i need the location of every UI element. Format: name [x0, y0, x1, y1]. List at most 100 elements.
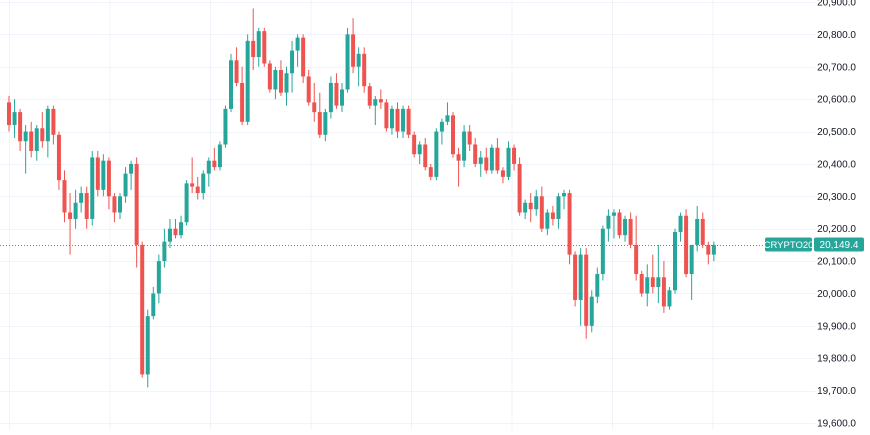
candle	[645, 264, 650, 307]
candle-body	[273, 70, 278, 90]
candle	[550, 206, 555, 226]
candle	[673, 228, 677, 294]
candle-body	[73, 202, 78, 219]
candle	[328, 76, 333, 119]
candle-body	[634, 244, 639, 275]
candle	[212, 147, 217, 171]
candle-body	[645, 277, 650, 294]
candle-body	[489, 147, 494, 171]
candle	[639, 270, 644, 297]
candle-body	[56, 134, 61, 181]
candle	[434, 128, 439, 181]
candle	[234, 47, 239, 87]
candle	[123, 167, 128, 203]
candle	[7, 95, 11, 132]
y-tick-label: 20,300.0	[817, 192, 856, 203]
candle	[140, 241, 145, 378]
candle-body	[317, 112, 322, 135]
candle-body	[356, 53, 361, 67]
candle	[267, 60, 272, 93]
candle	[284, 66, 289, 106]
candle-body	[611, 212, 616, 216]
candle-body	[123, 173, 128, 197]
candle-body	[506, 147, 511, 177]
candle	[290, 40, 295, 93]
candle	[606, 209, 611, 242]
price-axis[interactable]: 19,600.0 19,700.0 19,800.0 19,900.0 20,000.0…	[817, 0, 856, 430]
candle-body	[45, 108, 50, 142]
candle-body	[95, 157, 100, 190]
candle	[650, 254, 655, 294]
candle	[573, 251, 578, 307]
candle	[90, 150, 95, 226]
candle-body	[528, 202, 533, 210]
candle-body	[473, 144, 478, 164]
candles-layer	[7, 8, 716, 388]
candle-body	[439, 121, 444, 132]
candle-body	[290, 50, 295, 74]
candle	[478, 150, 483, 177]
candle	[340, 82, 344, 113]
candle	[428, 163, 433, 181]
candle	[539, 186, 544, 232]
candle	[617, 209, 622, 239]
candle-body	[517, 163, 522, 213]
candle-body	[195, 186, 200, 194]
candle-body	[423, 144, 428, 168]
y-tick-label: 19,900.0	[817, 321, 856, 332]
candle-body	[573, 254, 578, 300]
candle-body	[12, 112, 17, 126]
candle	[206, 157, 211, 187]
candle-body	[345, 34, 350, 90]
candle	[523, 199, 528, 219]
candle	[334, 73, 339, 109]
y-tick-label: 20,900.0	[817, 0, 856, 9]
candle-body	[18, 112, 23, 142]
candle-body	[7, 102, 11, 126]
candle-body	[673, 231, 677, 291]
candle-body	[545, 212, 550, 229]
candle	[273, 66, 278, 100]
candle	[423, 138, 428, 171]
candle-body	[389, 108, 394, 129]
candle-body	[706, 244, 711, 255]
candle	[595, 267, 600, 304]
candle-body	[262, 31, 267, 64]
candle	[262, 27, 267, 67]
candle	[678, 212, 683, 242]
candle	[484, 147, 489, 174]
candle	[661, 261, 666, 313]
candle	[584, 248, 589, 339]
candle-body	[428, 167, 433, 177]
candle-body	[40, 128, 45, 142]
candle-body	[90, 157, 95, 219]
candle	[495, 138, 500, 174]
candle	[345, 27, 350, 93]
candle	[556, 193, 561, 229]
candle	[500, 167, 505, 184]
candle	[517, 157, 522, 216]
candle-body	[700, 218, 705, 245]
candle-body	[406, 108, 411, 135]
candle-body	[628, 218, 633, 245]
y-tick-label: 20,100.0	[817, 257, 856, 268]
candle	[229, 53, 233, 113]
candle	[711, 241, 716, 262]
candle-body	[145, 316, 150, 375]
candle-body	[151, 293, 156, 317]
candle-body	[140, 244, 145, 375]
candle	[623, 215, 628, 242]
candle	[45, 105, 50, 158]
candle	[79, 186, 84, 213]
candle-body	[512, 147, 517, 164]
candle	[23, 125, 28, 174]
symbol-badge-label: CRYPTO20	[764, 240, 814, 251]
candle-body	[500, 170, 505, 177]
candle-body	[456, 154, 461, 161]
candle-body	[584, 254, 589, 326]
candle	[167, 218, 172, 249]
candle	[412, 131, 417, 158]
candle-body	[334, 82, 339, 106]
